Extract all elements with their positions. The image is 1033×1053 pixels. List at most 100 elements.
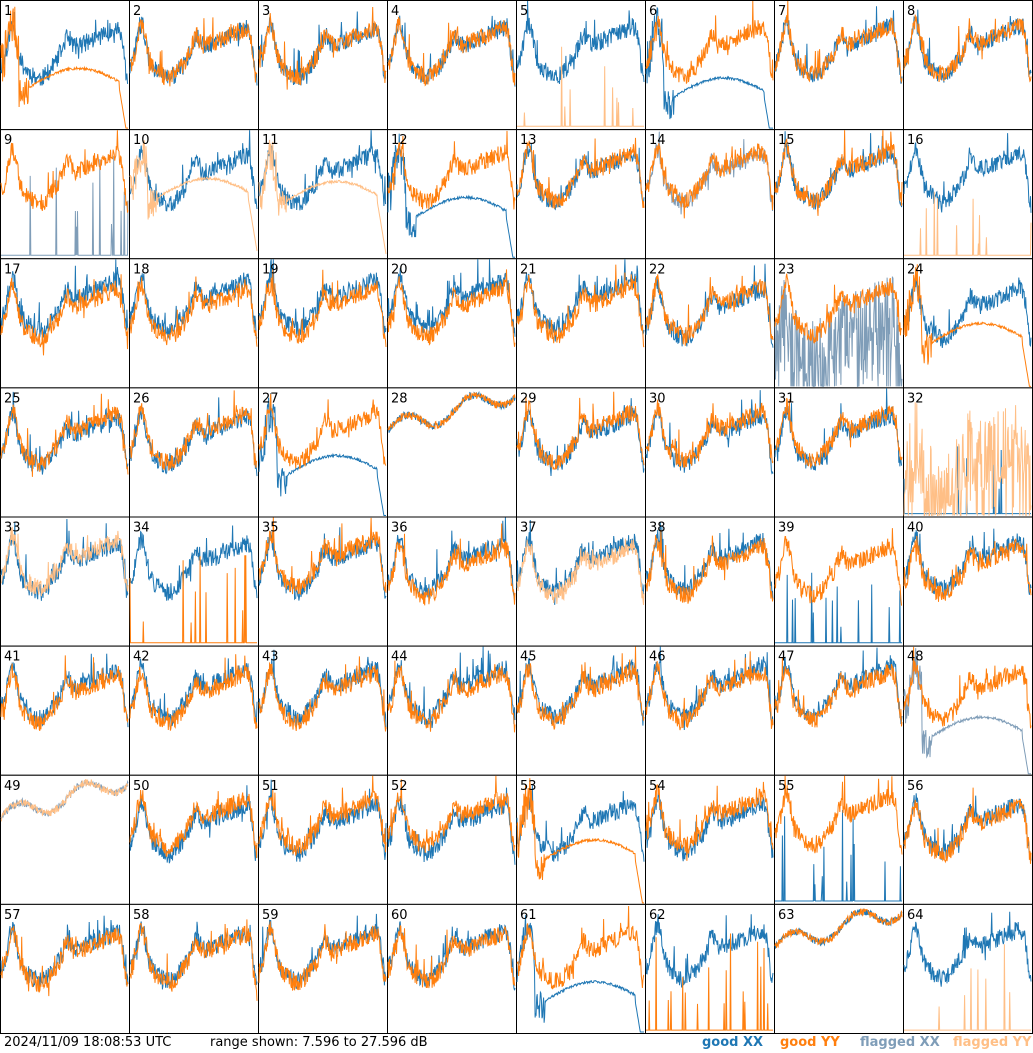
panel-frame — [645, 387, 775, 518]
panel-number-label: 29 — [520, 391, 537, 406]
panel-frame — [129, 516, 259, 647]
antenna-panel-52: 52 — [387, 774, 517, 905]
panel-number-label: 58 — [133, 908, 150, 923]
xx-series-line — [774, 647, 903, 725]
yy-series-line — [258, 139, 387, 255]
panel-frame — [258, 774, 388, 905]
yy-series-line — [903, 646, 1032, 729]
yy-series-line — [516, 646, 645, 730]
legend-good-yy: good YY — [780, 1035, 840, 1050]
antenna-panel-17: 17 — [0, 258, 130, 389]
panel-frame — [645, 903, 775, 1034]
yy-series-line — [516, 264, 645, 348]
yy-series-line — [387, 130, 516, 210]
xx-series-line — [645, 914, 774, 988]
yy-series-line — [0, 926, 129, 997]
panel-frame — [387, 129, 517, 260]
panel-number-label: 25 — [4, 391, 21, 406]
xx-series-line — [516, 915, 644, 1033]
xx-series-line — [387, 133, 515, 258]
panel-number-label: 54 — [649, 779, 666, 794]
xx-series-line — [258, 392, 386, 516]
panel-number-label: 10 — [133, 133, 150, 148]
xx-series-line — [129, 272, 258, 339]
yy-series-line — [129, 140, 258, 251]
panel-number-label: 22 — [649, 262, 666, 277]
antenna-panel-18: 18 — [129, 258, 259, 389]
yy-series-line — [645, 651, 774, 731]
panel-frame — [0, 387, 130, 518]
antenna-panel-9: 9 — [0, 129, 130, 260]
panel-number-label: 46 — [649, 650, 666, 665]
antenna-panel-14: 14 — [645, 129, 775, 260]
yy-series-line — [774, 0, 903, 84]
yy-series-line — [774, 528, 903, 606]
yy-series-line — [129, 555, 257, 644]
xx-series-line — [129, 130, 258, 212]
panel-number-label: 15 — [778, 133, 795, 148]
antenna-panel-6: 6 — [645, 0, 775, 131]
yy-series-line — [387, 775, 516, 853]
xx-series-line — [516, 519, 645, 605]
panel-number-label: 43 — [262, 650, 279, 665]
xx-series-line — [258, 130, 387, 211]
antenna-panel-49: 49 — [0, 774, 130, 905]
yy-series-line — [516, 905, 645, 990]
yy-series-line — [129, 276, 258, 347]
panel-number-label: 61 — [520, 908, 537, 923]
panel-number-label: 5 — [520, 4, 528, 19]
yy-series-line — [0, 526, 129, 597]
panel-number-label: 40 — [907, 521, 924, 536]
panel-number-label: 27 — [262, 391, 279, 406]
yy-series-line — [129, 17, 258, 87]
yy-series-line — [645, 274, 774, 346]
panel-frame — [387, 0, 517, 131]
yy-series-line — [258, 393, 387, 470]
xx-series-line — [775, 809, 902, 902]
xx-series-line — [387, 787, 516, 865]
panel-number-label: 64 — [907, 908, 924, 923]
xx-series-line — [0, 11, 129, 86]
xx-series-line — [903, 133, 1032, 213]
yy-series-line — [0, 393, 129, 477]
panel-frame — [774, 387, 904, 518]
antenna-panel-34: 34 — [129, 516, 259, 647]
yy-series-line — [645, 781, 774, 861]
antenna-panel-61: 61 — [516, 903, 646, 1034]
panel-number-label: 38 — [649, 521, 666, 536]
xx-series-line — [387, 259, 516, 337]
xx-series-line — [516, 0, 645, 85]
antenna-panel-42: 42 — [129, 645, 259, 776]
panel-number-label: 28 — [391, 391, 408, 406]
yy-series-line — [258, 517, 387, 596]
antenna-panel-54: 54 — [645, 774, 775, 905]
panel-number-label: 44 — [391, 650, 408, 665]
panel-frame — [0, 774, 130, 905]
panel-number-label: 12 — [391, 133, 408, 148]
panel-frame — [258, 0, 388, 131]
panel-frame — [903, 903, 1033, 1034]
panel-number-label: 45 — [520, 650, 537, 665]
panel-number-label: 34 — [133, 521, 150, 536]
yy-series-line — [0, 130, 129, 213]
antenna-panel-3: 3 — [258, 0, 388, 131]
panel-frame — [516, 0, 646, 131]
panel-number-label: 21 — [520, 262, 537, 277]
yy-series-line — [387, 269, 516, 347]
antenna-panel-15: 15 — [774, 129, 904, 260]
antenna-panel-12: 12 — [387, 129, 517, 260]
panel-frame — [387, 903, 517, 1034]
panel-number-label: 4 — [391, 4, 399, 19]
yy-series-line — [774, 657, 903, 728]
panel-frame — [516, 645, 646, 776]
yy-series-line — [517, 46, 644, 127]
antenna-panel-8: 8 — [903, 0, 1033, 131]
panel-number-label: 7 — [778, 4, 786, 19]
panel-number-label: 57 — [4, 908, 21, 923]
panel-number-label: 13 — [520, 133, 537, 148]
yy-series-line — [129, 654, 258, 731]
antenna-panel-27: 27 — [258, 387, 388, 518]
antenna-panel-24: 24 — [903, 258, 1033, 389]
panel-frame — [903, 774, 1033, 905]
yy-series-line — [258, 6, 387, 90]
